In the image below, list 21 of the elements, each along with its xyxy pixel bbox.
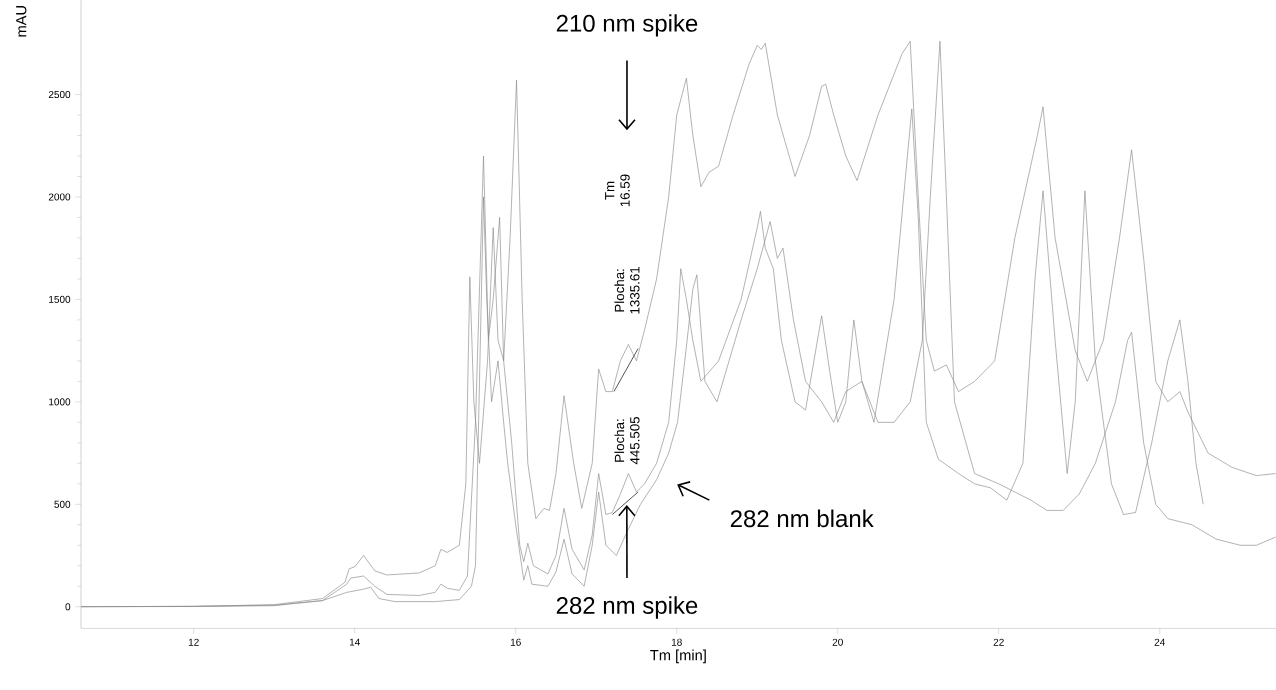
x-tick-label: 18	[671, 638, 682, 646]
annotation: Plocha: 445.505	[614, 416, 640, 465]
x-tick-label: 14	[349, 638, 360, 646]
y-tick-label: 0	[65, 603, 71, 611]
x-tick-label: 22	[993, 638, 1004, 646]
y-axis-title: mAU	[16, 5, 27, 37]
x-tick-label: 12	[188, 638, 199, 646]
annotation: Plocha: 1335.61	[614, 266, 640, 314]
annotation: Tm 16.59	[605, 174, 630, 207]
annotation: 282 nm blank	[730, 509, 874, 528]
x-tick-label: 16	[510, 638, 521, 646]
y-tick-label: 2000	[48, 193, 71, 201]
y-tick-label: 1000	[49, 398, 71, 406]
x-axis-title: Tm [min]	[650, 649, 706, 664]
x-tick-label: 24	[1154, 638, 1166, 646]
annotation: 210 nm spike	[556, 14, 698, 37]
x-tick-label: 20	[832, 638, 843, 646]
y-tick-label: 1500	[49, 295, 71, 303]
y-tick-label: 2500	[48, 90, 71, 98]
annotation: 282 nm spike	[556, 596, 698, 619]
y-tick-label: 500	[54, 500, 71, 508]
